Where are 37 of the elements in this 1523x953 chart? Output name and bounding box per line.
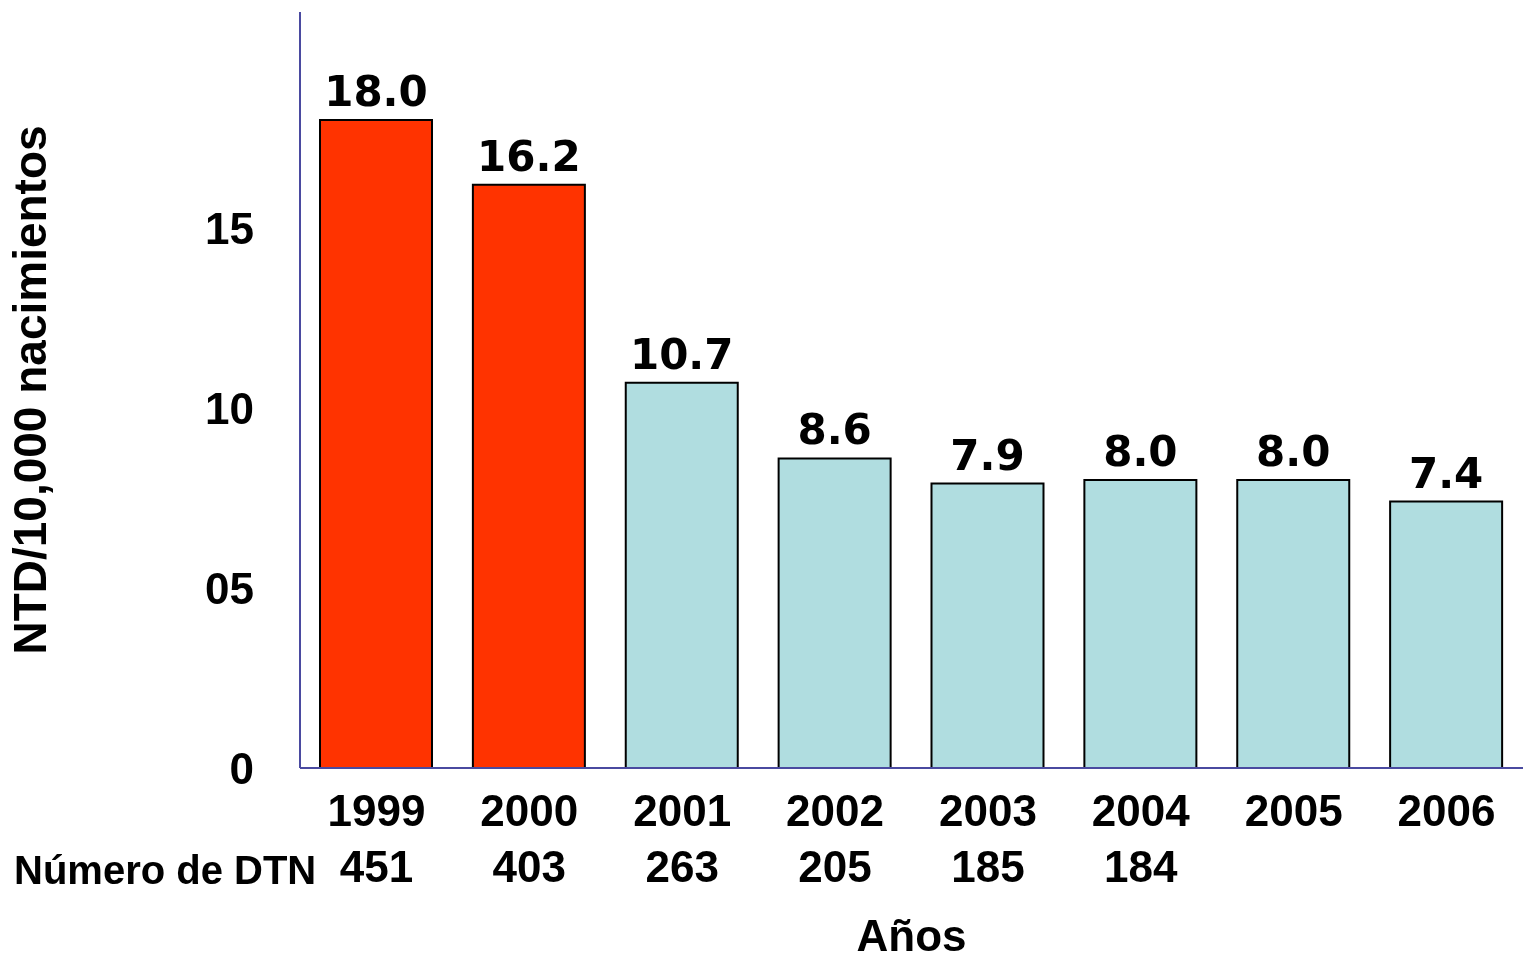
x-tick-label: 2004 [1091,786,1191,835]
x-axis-title: Años [856,911,967,953]
bar [319,119,433,768]
data-label: 8.6 [797,405,872,455]
text: 403 [492,842,567,891]
text: 184 [1104,842,1179,891]
y-tick-label: 10 [205,383,254,433]
data-label: 10.7 [629,329,734,379]
bar [624,381,739,768]
x-tick-label: 2006 [1397,786,1496,835]
x-tick-label: 2003 [938,786,1037,835]
data-label: 8.0 [1103,427,1178,476]
data-label: 16.2 [477,131,581,181]
y-tick-label: 15 [205,203,254,253]
text: 185 [951,842,1025,891]
text: 451 [339,842,414,891]
x-tick-label: 2002 [786,786,885,835]
bar [471,183,586,768]
text: 263 [645,842,719,891]
y-axis-title: NTD/10,000 nacimientos [4,125,57,655]
y-tick-label: 05 [205,563,254,613]
bar [1389,500,1504,768]
data-label: 7.4 [1408,448,1484,498]
bar [1236,479,1351,768]
bar [930,482,1045,768]
data-label: 8.0 [1256,427,1331,476]
x-tick-label: 2001 [633,786,732,835]
data-label: 18.0 [324,67,428,116]
bar [1083,479,1198,768]
data-label: 7.9 [950,430,1025,480]
x-tick-label: 2000 [480,786,579,835]
x-tick-label: 2005 [1244,786,1343,835]
text: Número de DTN [14,848,317,893]
x-tick-label: 1999 [327,786,426,835]
bar [777,457,892,768]
y-tick-label: 0 [229,743,254,793]
text: 205 [798,842,872,891]
